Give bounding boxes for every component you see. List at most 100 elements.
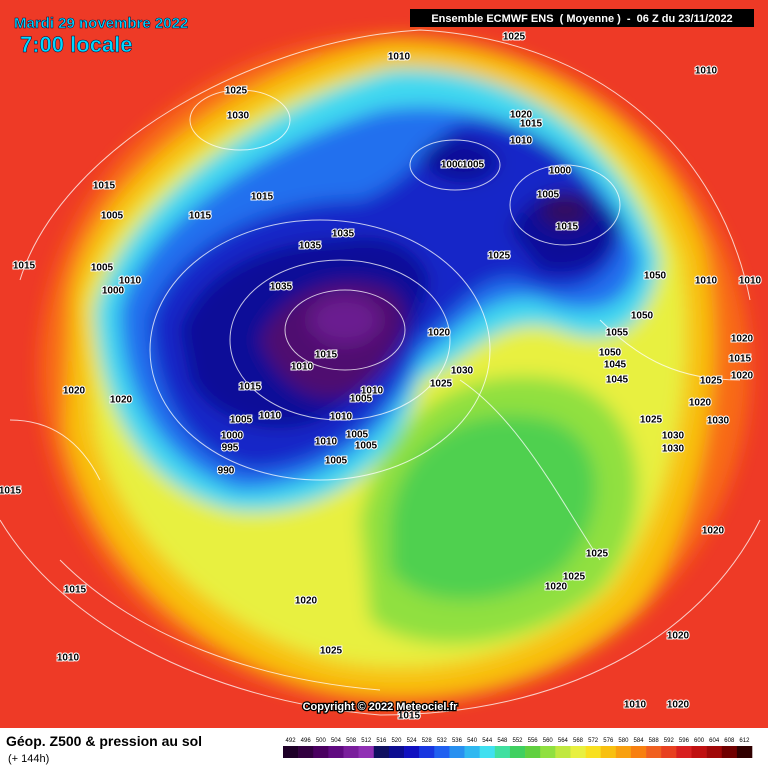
color-label: 568 <box>573 738 584 744</box>
color-label: 600 <box>694 738 705 744</box>
color-swatch <box>600 746 617 758</box>
isobar-label: 1005 <box>325 456 348 467</box>
color-swatch <box>706 746 723 758</box>
isobar-label: 1025 <box>586 549 609 560</box>
isobar-label: 1055 <box>606 328 629 339</box>
color-label: 504 <box>331 738 342 744</box>
color-label: 588 <box>649 738 660 744</box>
color-label: 592 <box>664 738 675 744</box>
color-swatch <box>328 746 344 758</box>
isobar-label: 1010 <box>695 276 718 287</box>
isobar-label: 1015 <box>189 211 212 222</box>
isobar-label: 1010 <box>291 362 314 373</box>
color-swatch <box>615 746 632 758</box>
isobar-label: 1005 <box>101 211 124 222</box>
isobar-label: 1015 <box>93 181 116 192</box>
isobar-label: 1005 <box>230 415 253 426</box>
isobar-label: 1025 <box>430 379 453 390</box>
color-label: 596 <box>679 738 690 744</box>
isobar-label: 1010 <box>739 276 762 287</box>
isobar-label: 1015 <box>251 192 274 203</box>
color-label: 556 <box>528 738 539 744</box>
color-label: 604 <box>709 738 720 744</box>
isobar-label: 1020 <box>510 110 533 121</box>
isobar-label: 1025 <box>563 572 586 583</box>
isobar-label: 1005 <box>355 441 378 452</box>
color-label: 544 <box>482 738 493 744</box>
isobar-label: 1015 <box>520 119 543 130</box>
isobar-label: 1050 <box>599 348 622 359</box>
color-label: 540 <box>467 738 478 744</box>
isobar-label: 1020 <box>428 328 451 339</box>
isobar-label: 1050 <box>631 311 654 322</box>
isobar-label: 1035 <box>299 241 322 252</box>
isobar-label: 1035 <box>270 282 293 293</box>
color-swatch <box>585 746 602 758</box>
isobar-label: 1030 <box>662 444 685 455</box>
isobar-label: 1010 <box>315 437 338 448</box>
color-label: 496 <box>301 738 312 744</box>
color-label: 492 <box>286 738 297 744</box>
color-swatch <box>343 746 359 758</box>
isobar-label: 1005 <box>91 263 114 274</box>
isobar-label: 1020 <box>110 395 133 406</box>
isobars <box>0 29 761 716</box>
color-swatch <box>525 746 541 758</box>
isobar-label: 1010 <box>330 412 353 423</box>
color-label: 576 <box>603 738 614 744</box>
isobar-label: 1015 <box>64 585 87 596</box>
isobar-label: 1020 <box>731 334 754 345</box>
color-bar: 492 496 500 504 508 512 516 520 524 528 532 536 540 5… <box>283 738 753 758</box>
isobar-label: 1010 <box>57 653 80 664</box>
time-title: 7:00 locale <box>20 32 133 57</box>
color-swatch <box>313 746 329 758</box>
isobar-label: 1025 <box>503 32 526 43</box>
date-title: Mardi 29 novembre 2022 <box>14 15 188 32</box>
isobar-label: 1010 <box>510 136 533 147</box>
color-swatch <box>630 746 647 758</box>
color-swatch <box>419 746 435 758</box>
color-swatch <box>736 746 753 758</box>
color-swatch <box>570 746 586 758</box>
isobar-label: 1050 <box>644 271 667 282</box>
isobar-label: 1035 <box>332 229 355 240</box>
color-label: 572 <box>588 738 599 744</box>
color-swatch <box>358 746 375 758</box>
isobar-label: 1010 <box>388 52 411 63</box>
isobar-label: 1045 <box>606 375 629 386</box>
color-swatch <box>298 746 314 758</box>
isobar-label: 1020 <box>731 371 754 382</box>
color-swatch <box>509 746 526 758</box>
isobar-label: 1015 <box>13 261 36 272</box>
color-label: 584 <box>634 738 645 744</box>
color-label: 512 <box>361 738 372 744</box>
isobar-label: 1000 <box>221 431 244 442</box>
isobar-label: 1030 <box>707 416 730 427</box>
geopotential-field <box>0 0 768 728</box>
isobar-label: 1000 <box>102 286 125 297</box>
isobar-label: 1015 <box>0 486 22 497</box>
color-swatch <box>479 746 496 758</box>
color-swatch <box>691 746 707 758</box>
isobar-label: 1010 <box>361 386 384 397</box>
model-text: Ensemble ECMWF ENS ( Moyenne ) - 06 Z du… <box>431 13 732 25</box>
isobar-label: 990 <box>218 466 235 477</box>
isobar-label: 1015 <box>556 222 579 233</box>
isobar-label: 1025 <box>700 376 723 387</box>
isobar-label: 1020 <box>689 398 712 409</box>
color-label: 564 <box>558 738 569 744</box>
color-label: 524 <box>407 738 418 744</box>
isobar-label: 1030 <box>451 366 474 377</box>
isobar-label: 1015 <box>729 354 752 365</box>
isobar-label: 1010 <box>259 411 282 422</box>
isobar-label: 1015 <box>315 350 338 361</box>
color-swatch <box>464 746 480 758</box>
footer-subtitle: (+ 144h) <box>8 753 49 765</box>
isobar-label: 1020 <box>295 596 318 607</box>
isobar-label: 1000 <box>441 160 464 171</box>
color-swatch <box>555 746 571 758</box>
isobar-label: 1025 <box>225 86 248 97</box>
color-swatch <box>449 746 465 758</box>
isobar-label: 1025 <box>488 251 511 262</box>
